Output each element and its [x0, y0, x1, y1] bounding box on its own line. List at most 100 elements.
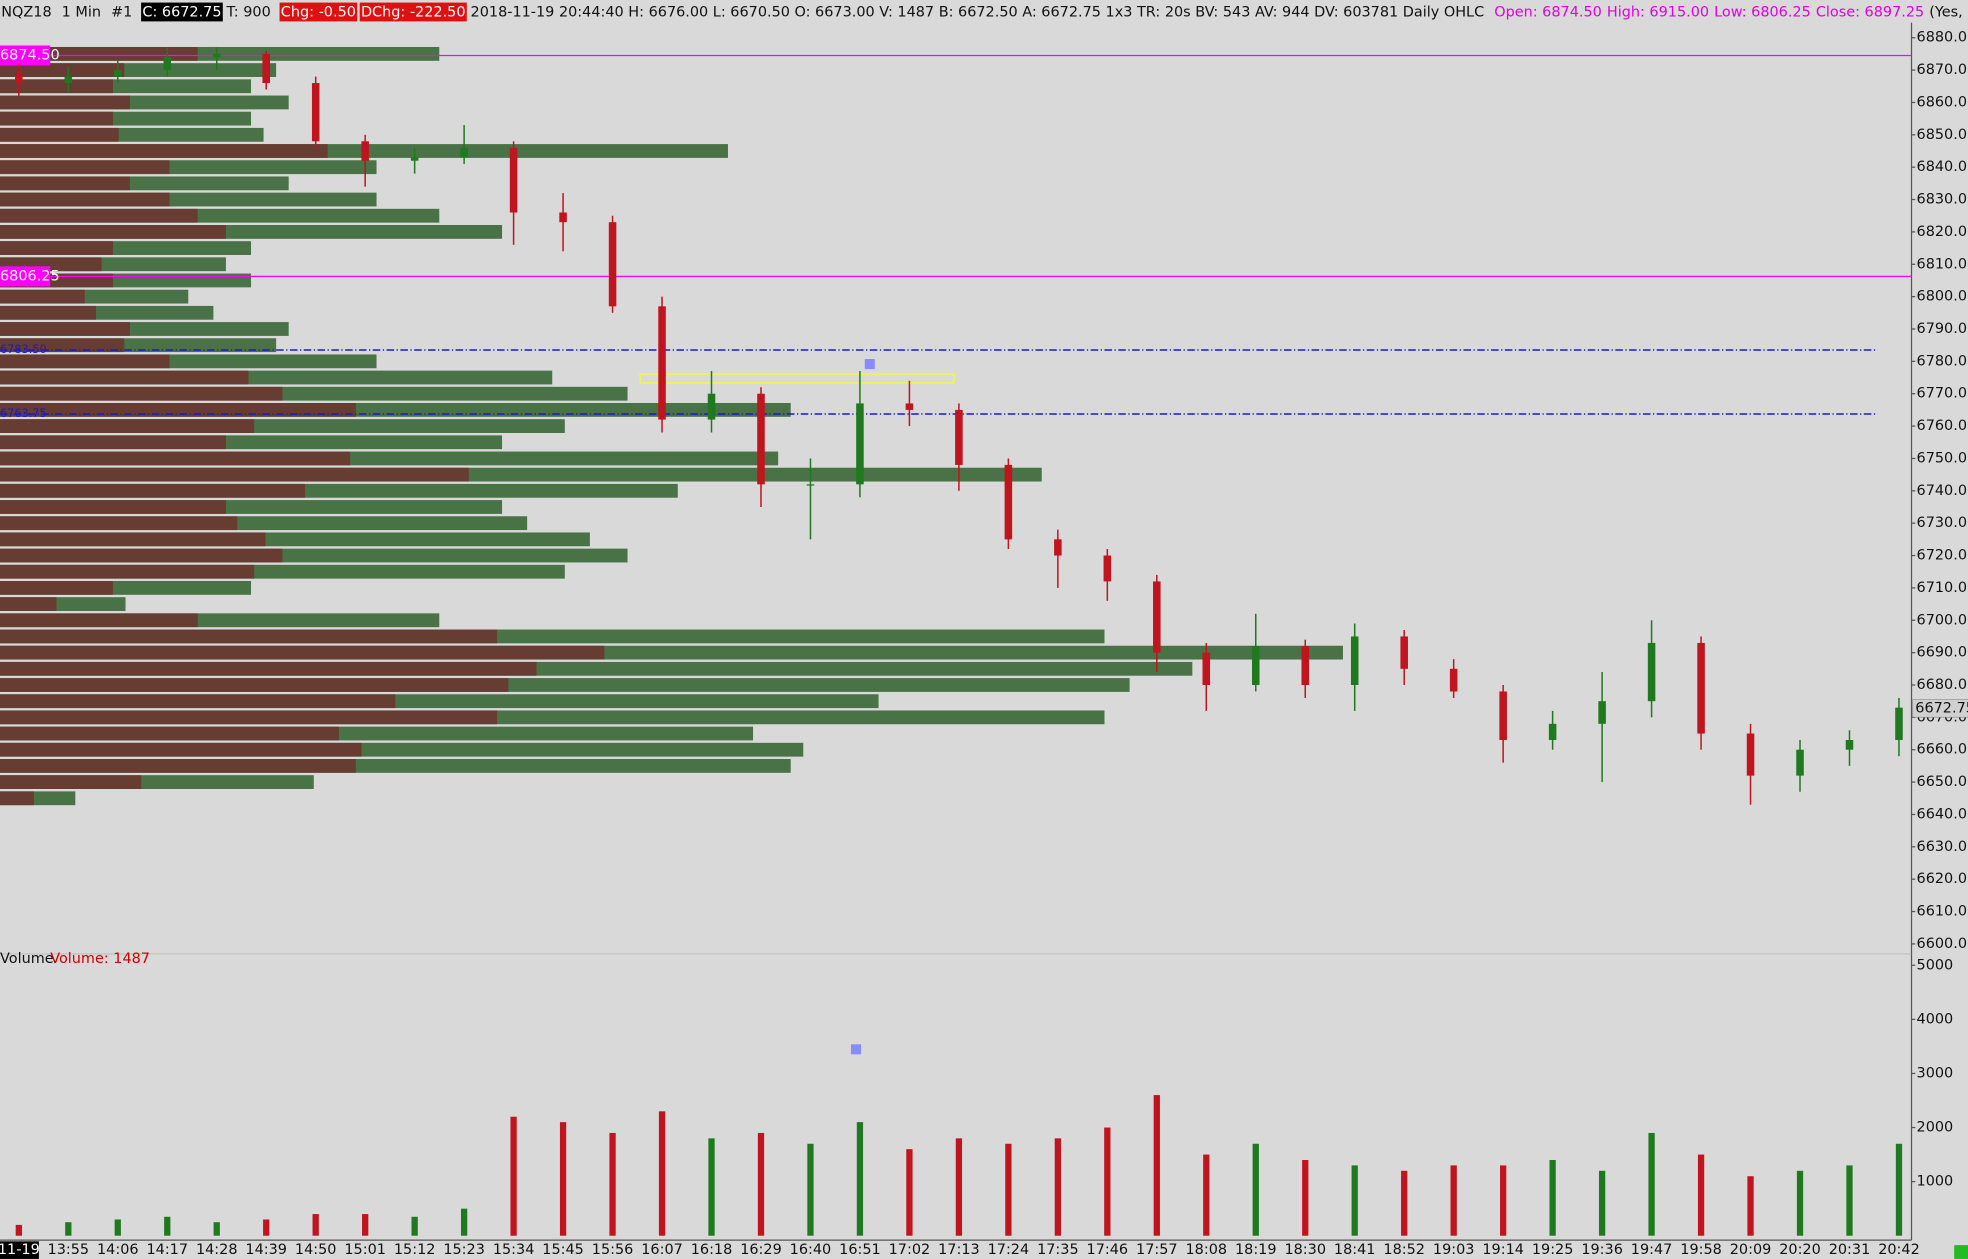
volume-bar — [65, 1222, 72, 1236]
candle-body — [905, 403, 914, 410]
x-tick-label: 15:01 — [344, 1242, 386, 1258]
candle-body — [806, 484, 815, 486]
level-label: 6783.50 — [0, 343, 47, 356]
header-item: T: 900 — [226, 5, 271, 21]
volume-bar — [263, 1219, 270, 1236]
volume-bar — [460, 1208, 468, 1236]
profile-bar-inner — [0, 613, 198, 628]
profile-bar-inner — [0, 661, 537, 676]
y-tick-label: 6730.00 — [1917, 515, 1968, 531]
x-tick-label: 15:23 — [443, 1242, 485, 1258]
profile-bar-inner — [0, 370, 249, 385]
x-tick-label: 17:46 — [1087, 1242, 1129, 1258]
volume-bar — [114, 1219, 121, 1236]
volume-bar — [906, 1149, 913, 1236]
y-tick-label: 6620.00 — [1917, 871, 1968, 887]
profile-bar-inner — [0, 791, 34, 806]
volume-bar — [609, 1132, 616, 1236]
profile-bar-inner — [0, 192, 170, 207]
level-label: 6763.75 — [0, 407, 47, 420]
y-tick-label: 6600.00 — [1917, 936, 1968, 952]
x-tick-label: 17:02 — [889, 1242, 931, 1258]
last-price-label: 6672.75 — [1915, 700, 1968, 716]
volume-bar — [1054, 1138, 1061, 1236]
y-tick-label: 6680.00 — [1917, 677, 1968, 693]
header-badge — [279, 2, 358, 22]
volume-bar — [213, 1222, 220, 1236]
x-tick-label: 15:34 — [493, 1242, 535, 1258]
profile-bar-inner — [0, 548, 283, 563]
profile-bar-inner — [0, 775, 142, 789]
y-tick-label: 6860.00 — [1917, 94, 1968, 110]
y-tick-label: 6810.00 — [1917, 256, 1968, 272]
candle-body — [212, 53, 221, 58]
last-price-badge — [1912, 699, 1968, 718]
y-tick-label: 6720.00 — [1917, 548, 1968, 564]
profile-bar-inner — [0, 694, 396, 709]
x-tick-label: 19:03 — [1433, 1242, 1475, 1258]
candle-body — [262, 53, 270, 84]
y-tick-label: 6740.00 — [1917, 483, 1968, 499]
volume-title: Volume — [0, 951, 54, 967]
x-tick-label: 16:29 — [740, 1242, 782, 1258]
profile-bar-inner — [0, 224, 226, 239]
header-item: C: 6672.75 — [142, 5, 221, 21]
x-tick-label: 15:12 — [394, 1242, 436, 1258]
profile-bar-inner — [0, 208, 198, 223]
profile-bar-inner — [0, 322, 130, 336]
y-tick-label: 6760.00 — [1917, 418, 1968, 434]
x-tick-label: 11-19 — [0, 1242, 40, 1258]
x-tick-label: 13:55 — [48, 1242, 90, 1258]
profile-bar-inner — [0, 532, 266, 547]
volume-bar — [955, 1138, 963, 1236]
profile-bar-inner — [0, 629, 498, 644]
volume-bar — [411, 1216, 418, 1236]
x-tick-label: 20:31 — [1829, 1242, 1871, 1258]
profile-bar-inner — [0, 500, 226, 514]
x-tick-label: 19:58 — [1680, 1242, 1722, 1258]
header-item: 1 Min — [62, 5, 101, 21]
volume-bar — [510, 1116, 517, 1236]
candle-body — [1796, 749, 1804, 776]
volume-bar — [1895, 1143, 1903, 1236]
candle-body — [311, 83, 320, 142]
volume-bar — [362, 1214, 369, 1236]
candle-body — [757, 393, 765, 485]
header-item: High: 6915.00 — [1607, 5, 1709, 21]
x-tick-label: 18:30 — [1284, 1242, 1326, 1258]
profile-bar-inner — [0, 645, 605, 660]
candle-body — [1895, 707, 1903, 741]
volume-bar — [1203, 1154, 1210, 1236]
y-tick-label: 6710.00 — [1917, 580, 1968, 596]
y-tick-label: 4000 — [1917, 1011, 1954, 1027]
candle-body — [1746, 733, 1755, 776]
candle-body — [1103, 555, 1112, 582]
y-tick-label: 6830.00 — [1917, 192, 1968, 208]
volume-bar — [1500, 1165, 1507, 1236]
profile-bar-inner — [0, 597, 57, 611]
x-tick-label: 15:45 — [542, 1242, 584, 1258]
y-tick-label: 6870.00 — [1917, 62, 1968, 78]
candle-body — [955, 409, 963, 465]
volume-bar — [1796, 1170, 1804, 1236]
profile-bar-inner — [0, 127, 119, 142]
candle-body — [1845, 740, 1854, 750]
y-tick-label: 6820.00 — [1917, 224, 1968, 240]
candle-body — [361, 141, 369, 161]
volume-bar — [757, 1132, 765, 1236]
zone — [639, 373, 955, 384]
x-tick-label: 16:40 — [790, 1242, 832, 1258]
candle-body — [608, 222, 617, 307]
profile-bar-inner — [0, 176, 130, 191]
x-tick-label: 16:07 — [641, 1242, 683, 1258]
x-tick-label: 17:13 — [938, 1242, 980, 1258]
candle-body — [1301, 646, 1310, 685]
candle-body — [509, 147, 518, 213]
x-tick-label: 17:35 — [1037, 1242, 1079, 1258]
profile-bar-inner — [0, 63, 125, 77]
volume-bar — [708, 1138, 715, 1236]
volume-bar — [1302, 1159, 1309, 1236]
y-tick-label: 6790.00 — [1917, 321, 1968, 337]
volume-bar — [1598, 1170, 1606, 1236]
y-tick-label: 6700.00 — [1917, 612, 1968, 628]
